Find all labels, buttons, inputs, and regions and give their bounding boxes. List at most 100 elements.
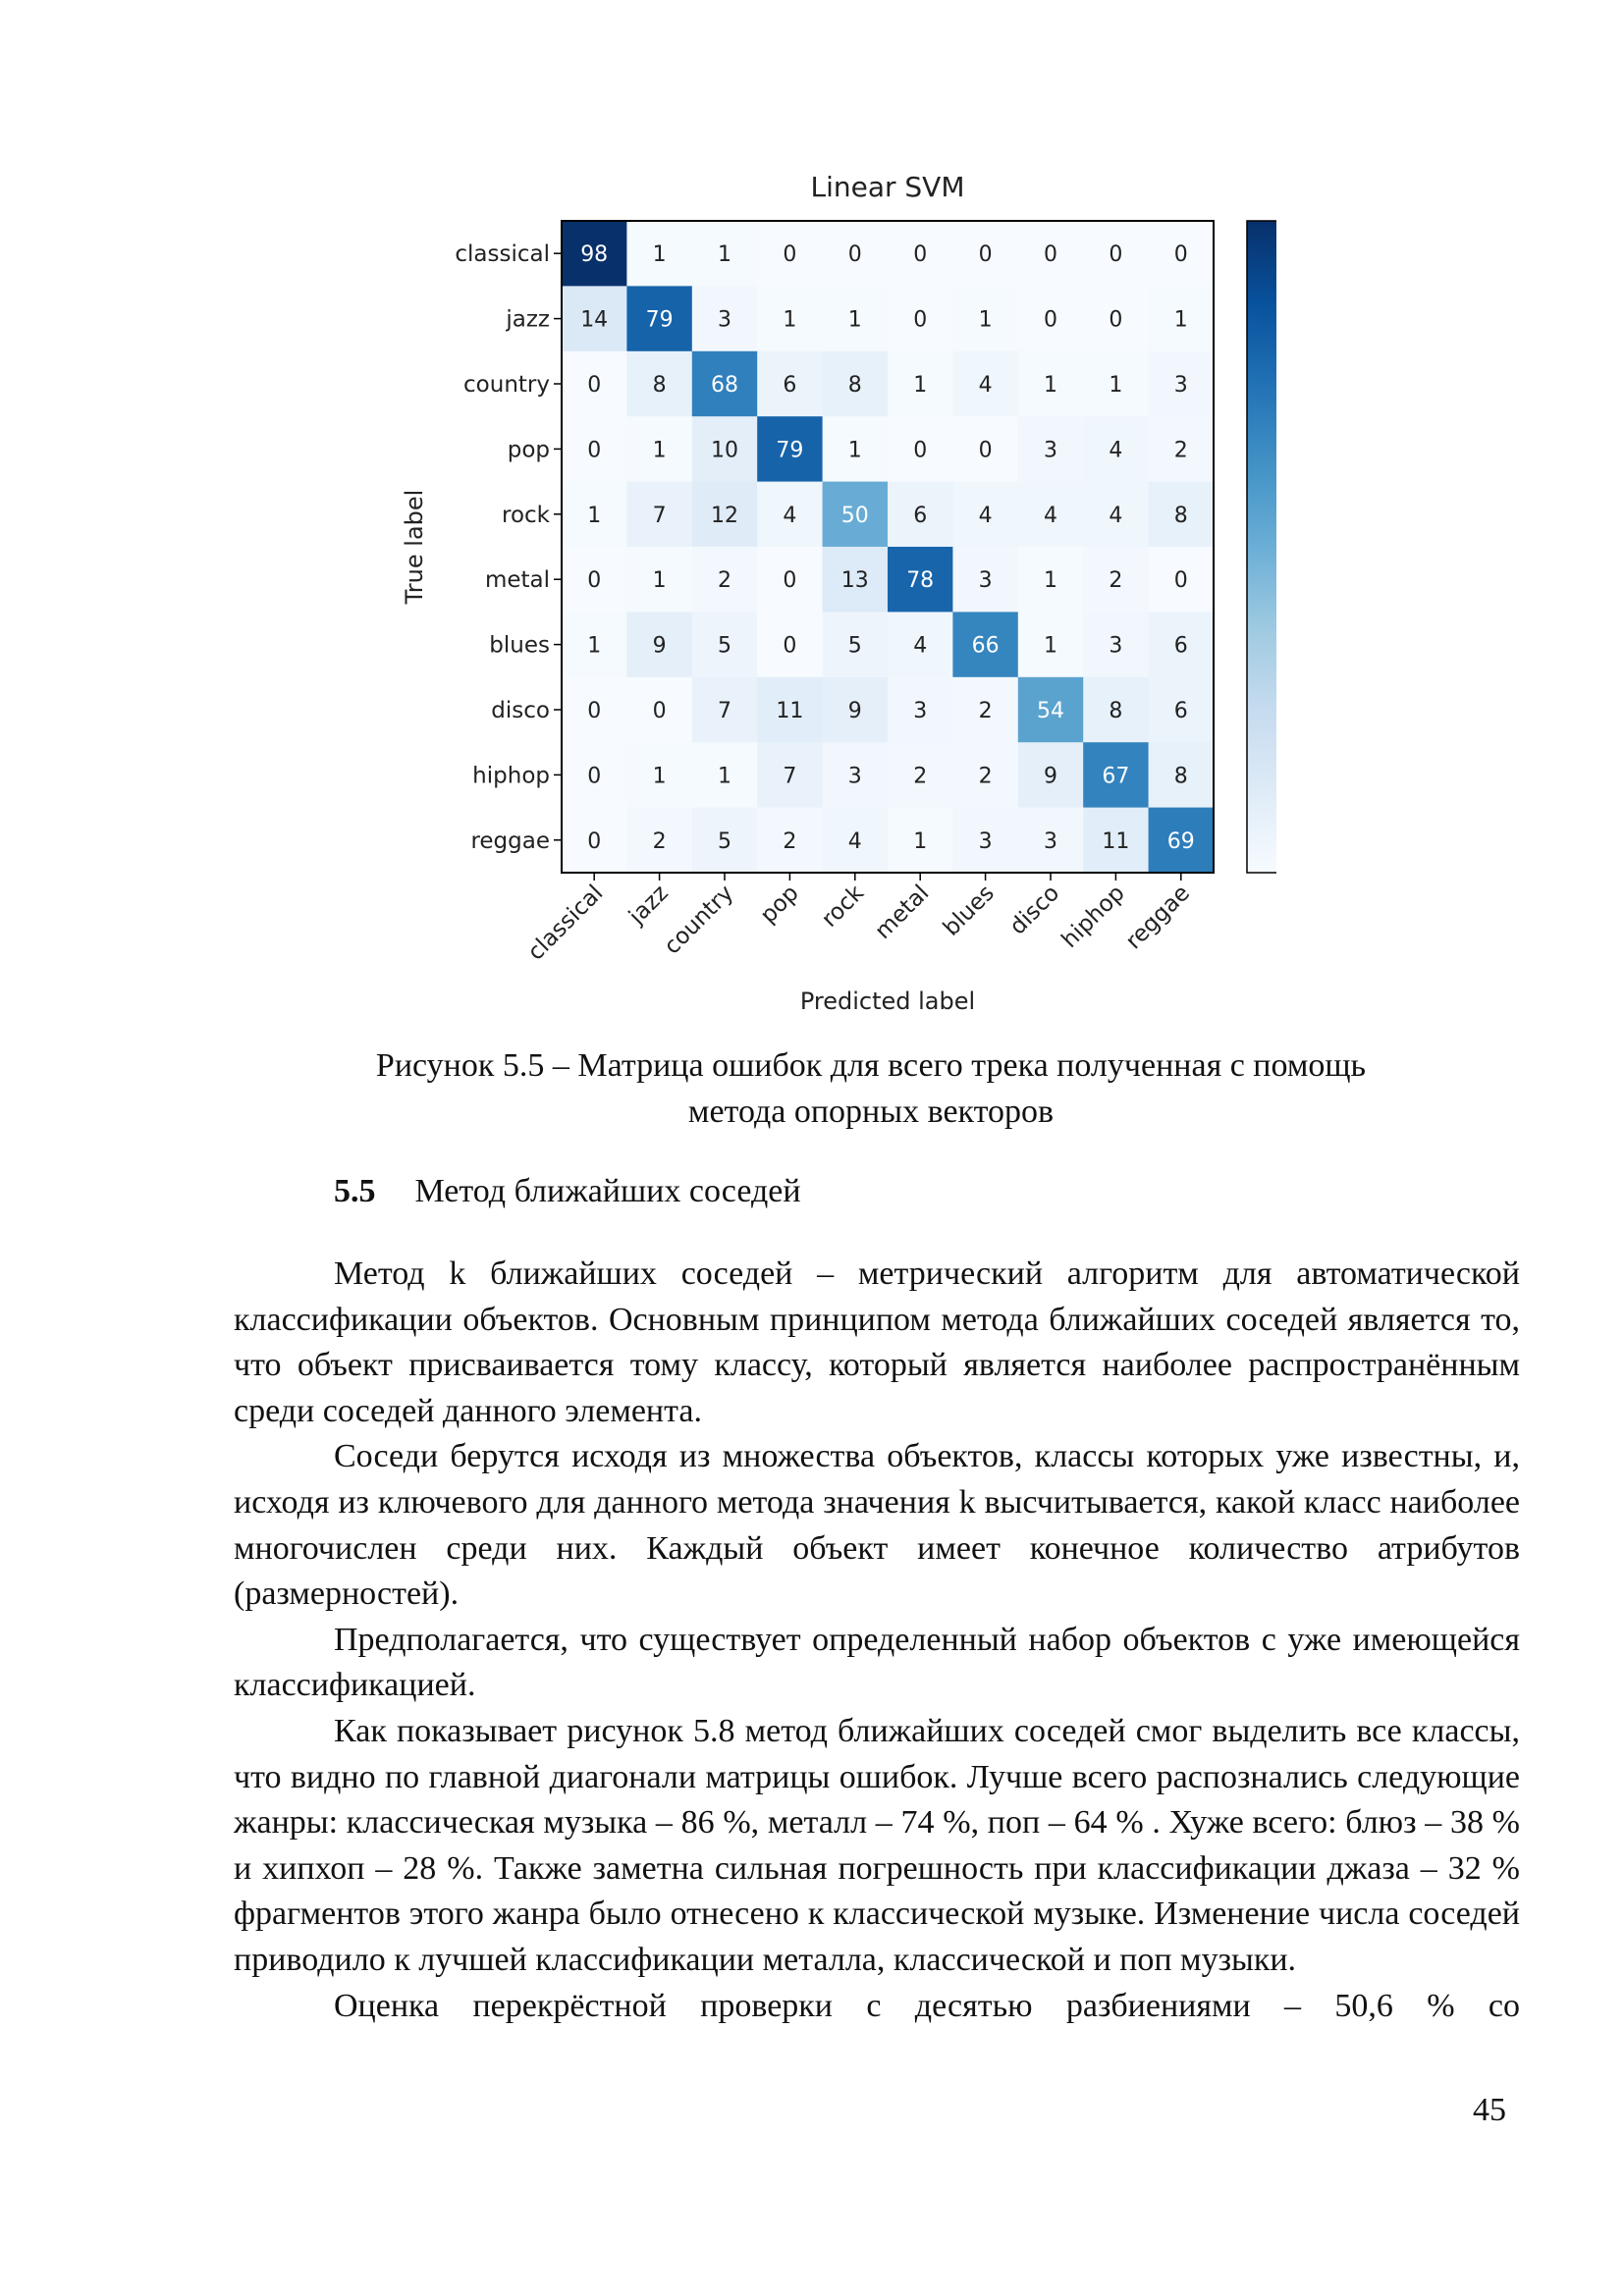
heatmap-cell — [626, 547, 693, 613]
cell-value-label: 0 — [587, 438, 601, 462]
cell-value-label: 10 — [711, 438, 738, 462]
heatmap-cell — [626, 221, 693, 287]
cell-value-label: 3 — [848, 764, 862, 788]
heatmap-cell — [1017, 221, 1084, 287]
heatmap-cell — [1083, 221, 1150, 287]
cell-value-label: 4 — [979, 504, 993, 528]
heatmap-cell — [952, 547, 1019, 613]
confusion-matrix-figure: Linear SVM 98 1 1 0 0 0 0 0 0 0 14 79 3 1 1 0 1 0 0 1 0 8 68 6 8… — [373, 167, 1318, 1015]
heatmap-cell — [822, 286, 889, 352]
heatmap-cell — [1017, 612, 1084, 678]
heatmap-cell — [626, 481, 693, 548]
heatmap-cell — [1148, 547, 1215, 613]
cell-value-label: 6 — [913, 504, 927, 528]
cell-value-label: 54 — [1037, 699, 1064, 723]
heatmap-cell — [1083, 742, 1150, 809]
heatmap-cell — [952, 350, 1019, 417]
cell-value-label: 1 — [587, 504, 601, 528]
heatmap-cell — [1017, 350, 1084, 417]
cell-value-label: 8 — [1174, 504, 1188, 528]
x-tick-label: hiphop — [1057, 881, 1130, 953]
heatmap-cell — [562, 742, 627, 809]
confusion-matrix-chart: Linear SVM 98 1 1 0 0 0 0 0 0 014 79 3 1 1 0 1 0 0 10 8 68 6 8… — [401, 171, 1318, 1015]
heatmap-cell — [888, 416, 953, 483]
heatmap-cell — [1017, 547, 1084, 613]
paragraph: Предполагается, что существует определен… — [234, 1621, 1520, 1704]
cell-value-label: 3 — [913, 699, 927, 723]
cell-value-label: 1 — [979, 308, 993, 333]
cell-value-label: 6 — [1174, 699, 1188, 723]
cell-value-label: 67 — [1102, 764, 1129, 788]
cell-value-label: 1 — [653, 438, 667, 462]
x-tick-label: reggae — [1121, 881, 1195, 954]
heatmap-cell — [626, 416, 693, 483]
cell-value-label: 3 — [1044, 829, 1057, 854]
heatmap-cell — [757, 547, 824, 613]
y-tick-label: pop — [508, 437, 550, 462]
heatmap-cell — [562, 807, 627, 874]
x-tick-label: disco — [1005, 881, 1065, 940]
page-number: 45 — [1473, 2092, 1506, 2128]
heatmap-cell — [1083, 416, 1150, 483]
heatmap-cell — [562, 416, 627, 483]
cell-value-label: 1 — [718, 242, 731, 267]
y-tick-label: classical — [455, 241, 550, 267]
heatmap-cell — [952, 676, 1019, 743]
cell-value-label: 3 — [979, 568, 993, 593]
y-tick-label: blues — [489, 633, 550, 659]
cell-value-label: 98 — [580, 242, 608, 267]
section-title: Метод ближайших соседей — [414, 1173, 801, 1209]
cell-value-label: 5 — [718, 829, 731, 854]
heatmap-cell — [822, 481, 889, 548]
heatmap-cell — [757, 416, 824, 483]
cell-value-label: 2 — [1174, 438, 1188, 462]
heatmap-cell — [691, 742, 758, 809]
heatmap-cell — [562, 481, 627, 548]
cell-value-label: 4 — [783, 504, 796, 528]
heatmap-cell — [757, 612, 824, 678]
heatmap-cell — [757, 286, 824, 352]
cell-value-label: 78 — [906, 568, 934, 593]
x-tick-label: blues — [939, 881, 1000, 941]
heatmap-cell — [757, 481, 824, 548]
cell-value-label: 1 — [1044, 373, 1057, 398]
cell-value-label: 7 — [783, 764, 796, 788]
cell-value-label: 2 — [913, 764, 927, 788]
cell-value-label: 0 — [1044, 242, 1057, 267]
heatmap-cell — [1083, 807, 1150, 874]
heatmap-cell — [888, 547, 953, 613]
heatmap-cell — [1017, 481, 1084, 548]
cell-value-label: 0 — [587, 568, 601, 593]
cell-value-label: 3 — [979, 829, 993, 854]
cell-value-label: 0 — [1109, 308, 1122, 333]
heatmap-cell — [626, 350, 693, 417]
cell-value-label: 2 — [653, 829, 667, 854]
heatmap-cell — [562, 676, 627, 743]
cell-value-label: 1 — [913, 373, 927, 398]
heatmap-cell — [1017, 416, 1084, 483]
heatmap-cell — [1148, 807, 1215, 874]
cell-value-label: 3 — [1044, 438, 1057, 462]
paragraph: Соседи берутся исходя из множества объек… — [234, 1438, 1520, 1613]
heatmap-cell-labels: 98 1 1 0 0 0 0 0 0 014 79 3 1 1 0 1 0 0 10 8 68 6 8 1 4 1 1 30 1 10 79… — [580, 242, 1195, 854]
y-tick-label: jazz — [505, 307, 550, 333]
heatmap-cell — [1083, 286, 1150, 352]
cell-value-label: 0 — [783, 568, 796, 593]
cell-value-label: 4 — [979, 373, 993, 398]
section-number: 5.5 — [334, 1173, 376, 1209]
heatmap-cell — [888, 350, 953, 417]
y-tick-label: country — [463, 372, 550, 398]
heatmap-cell — [952, 481, 1019, 548]
cell-value-label: 14 — [580, 308, 608, 333]
cell-value-label: 4 — [1044, 504, 1057, 528]
heatmap-cell — [888, 286, 953, 352]
heatmap-cell — [1148, 416, 1215, 483]
heatmap-cell — [1017, 807, 1084, 874]
heatmap-cell — [888, 481, 953, 548]
heatmap-cell — [952, 742, 1019, 809]
cell-value-label: 13 — [841, 568, 869, 593]
cell-value-label: 1 — [1044, 568, 1057, 593]
cell-value-label: 2 — [783, 829, 796, 854]
heatmap-cell — [888, 676, 953, 743]
